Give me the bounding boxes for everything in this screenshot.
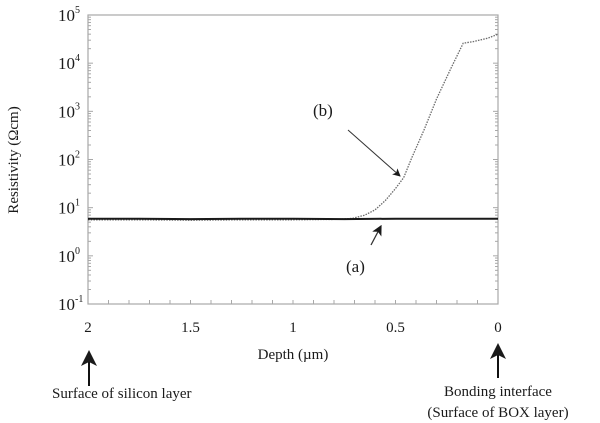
annot-a-label: (a) — [346, 257, 365, 276]
x-axis-title: Depth (µm) — [258, 347, 329, 363]
y-tick-label: 105 — [58, 5, 80, 25]
bonding-interface-note-line1: Bonding interface — [444, 384, 552, 400]
y-axis-ticks — [88, 16, 498, 305]
x-tick-label: 0.5 — [386, 320, 405, 336]
x-tick-label: 1.5 — [181, 320, 200, 336]
y-tick-label: 100 — [58, 246, 80, 266]
annot-a-arrow — [370, 224, 382, 246]
x-tick-label: 1 — [289, 320, 297, 336]
annot-b-label: (b) — [313, 101, 333, 120]
silicon-surface-note: Surface of silicon layer — [52, 386, 192, 402]
x-axis-tick-labels: 2 1.5 1 0.5 0 — [84, 320, 502, 336]
series-b-line — [88, 33, 499, 221]
plot-area — [87, 14, 499, 305]
annot-b-arrow — [347, 129, 401, 177]
y-tick-label: 101 — [58, 198, 80, 218]
x-tick-label: 0 — [494, 320, 502, 336]
y-tick-label: 104 — [58, 53, 80, 73]
x-tick-label: 2 — [84, 320, 92, 336]
y-axis-tick-labels: 10-1 100 101 102 103 104 105 — [58, 5, 83, 314]
y-tick-label: 103 — [58, 101, 80, 121]
bonding-interface-note-line2: (Surface of BOX layer) — [427, 405, 568, 421]
y-tick-label: 10-1 — [58, 294, 83, 314]
y-tick-label: 102 — [58, 150, 80, 170]
x-axis-ticks — [87, 300, 499, 304]
y-axis-title: Resistivity (Ωcm) — [6, 106, 22, 213]
